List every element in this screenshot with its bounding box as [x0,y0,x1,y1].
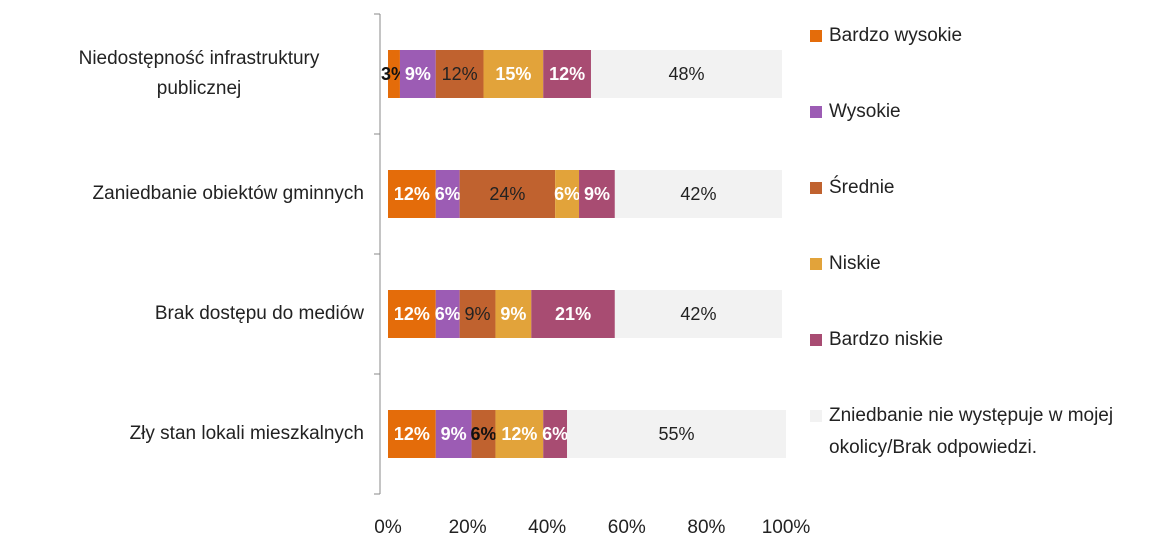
data-label: 6% [471,424,497,444]
legend-label-text: Niskie [829,253,881,274]
legend-swatch [810,410,822,422]
bar-segment [435,50,484,98]
legend-swatch [810,334,822,346]
legend-label-text: Wysokie [829,101,901,122]
bar-segment [459,170,556,218]
bar-segment [435,410,472,458]
category-label-text: Zaniedbanie obiektów gminnych [92,183,364,204]
legend-label: Bardzo wysokie [829,20,1169,52]
bar-segment [471,410,496,458]
data-label: 12% [501,424,537,444]
legend-label-text: Bardzo wysokie [829,25,963,46]
bar-segment [614,290,783,338]
bar-segment [459,290,496,338]
bar-segment [483,50,544,98]
data-label: 9% [584,184,610,204]
category-label-text: Zły stan lokali mieszkalnych [129,423,364,444]
data-label: 12% [394,424,430,444]
legend-swatch [810,258,822,270]
legend-label-text: Bardzo niskie [829,329,944,350]
bar-segment [567,410,786,458]
category-label: Brak dostępu do mediów [155,274,364,354]
bar-segment [388,170,436,218]
legend-label: Średnie [829,172,1169,204]
bar-segment [543,50,591,98]
data-label: 9% [500,304,526,324]
x-tick-label: 0% [374,517,402,538]
category-label: Niedostępność infrastruktury publicznej [34,34,364,114]
data-label: 12% [394,304,430,324]
category-label: Zaniedbanie obiektów gminnych [93,154,364,234]
data-label: 12% [442,64,478,84]
data-label: 15% [495,64,531,84]
data-label: 12% [394,184,430,204]
data-label: 48% [668,64,704,84]
x-tick-label: 40% [528,517,566,538]
data-label: 6% [435,304,461,324]
data-label: 6% [542,424,568,444]
x-tick-label: 60% [608,517,646,538]
bar-segment [590,50,783,98]
x-tick-label: 80% [687,517,725,538]
category-label: Zły stan lokali mieszkalnych [130,394,364,474]
data-label: 21% [555,304,591,324]
bar-segment [555,170,580,218]
bar-segment [435,170,460,218]
data-label: 24% [489,184,525,204]
data-label: 9% [405,64,431,84]
data-label: 9% [465,304,491,324]
x-tick-label: 20% [449,517,487,538]
legend-label: Wysokie [829,96,1169,128]
bar-segment [543,410,568,458]
bar-segment [531,290,615,338]
legend-label-text: Średnie [829,177,895,198]
bar-segment [388,50,400,98]
bar-segment [579,170,615,218]
legend-label: Zniedbanie nie występuje w mojej okolicy… [829,400,1169,464]
data-label: 9% [441,424,467,444]
category-label-text: Niedostępność infrastruktury publicznej [78,48,320,99]
legend-label: Bardzo niskie [829,324,1169,356]
bar-segment [435,290,460,338]
data-label: 55% [659,424,695,444]
data-label: 12% [549,64,585,84]
bar-segment [495,290,532,338]
bar-segment [495,410,544,458]
data-label: 42% [680,184,716,204]
bar-segment [399,50,436,98]
legend-swatch [810,106,822,118]
bar-segment [614,170,783,218]
x-tick-label: 100% [762,517,811,538]
data-label: 6% [554,184,580,204]
legend-label-text: Zniedbanie nie występuje w mojej okolicy… [829,405,1114,458]
legend-label: Niskie [829,248,1169,280]
data-label: 42% [680,304,716,324]
bar-segment [388,410,436,458]
data-label: 6% [435,184,461,204]
category-label-text: Brak dostępu do mediów [154,303,364,324]
legend-swatch [810,182,822,194]
legend-swatch [810,30,822,42]
bar-segment [388,290,436,338]
